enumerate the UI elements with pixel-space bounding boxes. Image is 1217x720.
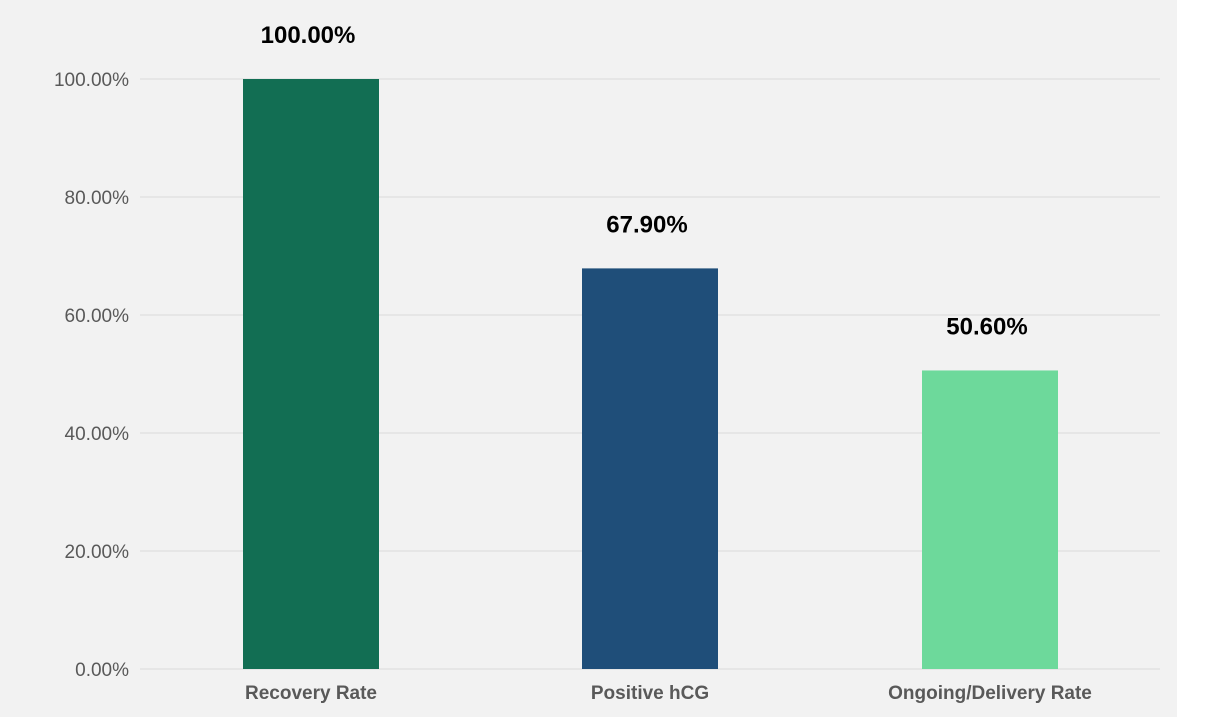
bars <box>243 79 1058 669</box>
bar <box>582 268 718 669</box>
data-labels: 100.00% 67.90% 50.60% <box>261 22 1028 340</box>
y-tick-label: 0.00% <box>75 660 129 681</box>
bar <box>922 370 1058 669</box>
chart-area: 0.00% 20.00% 40.00% 60.00% 80.00% 100.00% 100… <box>0 0 1177 717</box>
y-tick-label: 60.00% <box>65 306 130 327</box>
x-category-label: Ongoing/Delivery Rate <box>888 683 1092 704</box>
bar <box>243 79 379 669</box>
bar-chart: 0.00% 20.00% 40.00% 60.00% 80.00% 100.00% 100… <box>54 22 1160 704</box>
x-category-label: Positive hCG <box>591 683 709 704</box>
x-axis-category-labels: Recovery Rate Positive hCG Ongoing/Deliver… <box>245 683 1092 704</box>
data-label: 67.90% <box>606 211 687 238</box>
y-tick-label: 40.00% <box>65 424 130 445</box>
y-tick-label: 100.00% <box>54 70 129 91</box>
y-tick-label: 80.00% <box>65 188 130 209</box>
y-axis-tick-labels: 0.00% 20.00% 40.00% 60.00% 80.00% 100.00% <box>54 70 129 681</box>
data-label: 100.00% <box>261 22 356 49</box>
y-tick-label: 20.00% <box>65 542 130 563</box>
data-label: 50.60% <box>946 313 1027 340</box>
x-category-label: Recovery Rate <box>245 683 377 704</box>
